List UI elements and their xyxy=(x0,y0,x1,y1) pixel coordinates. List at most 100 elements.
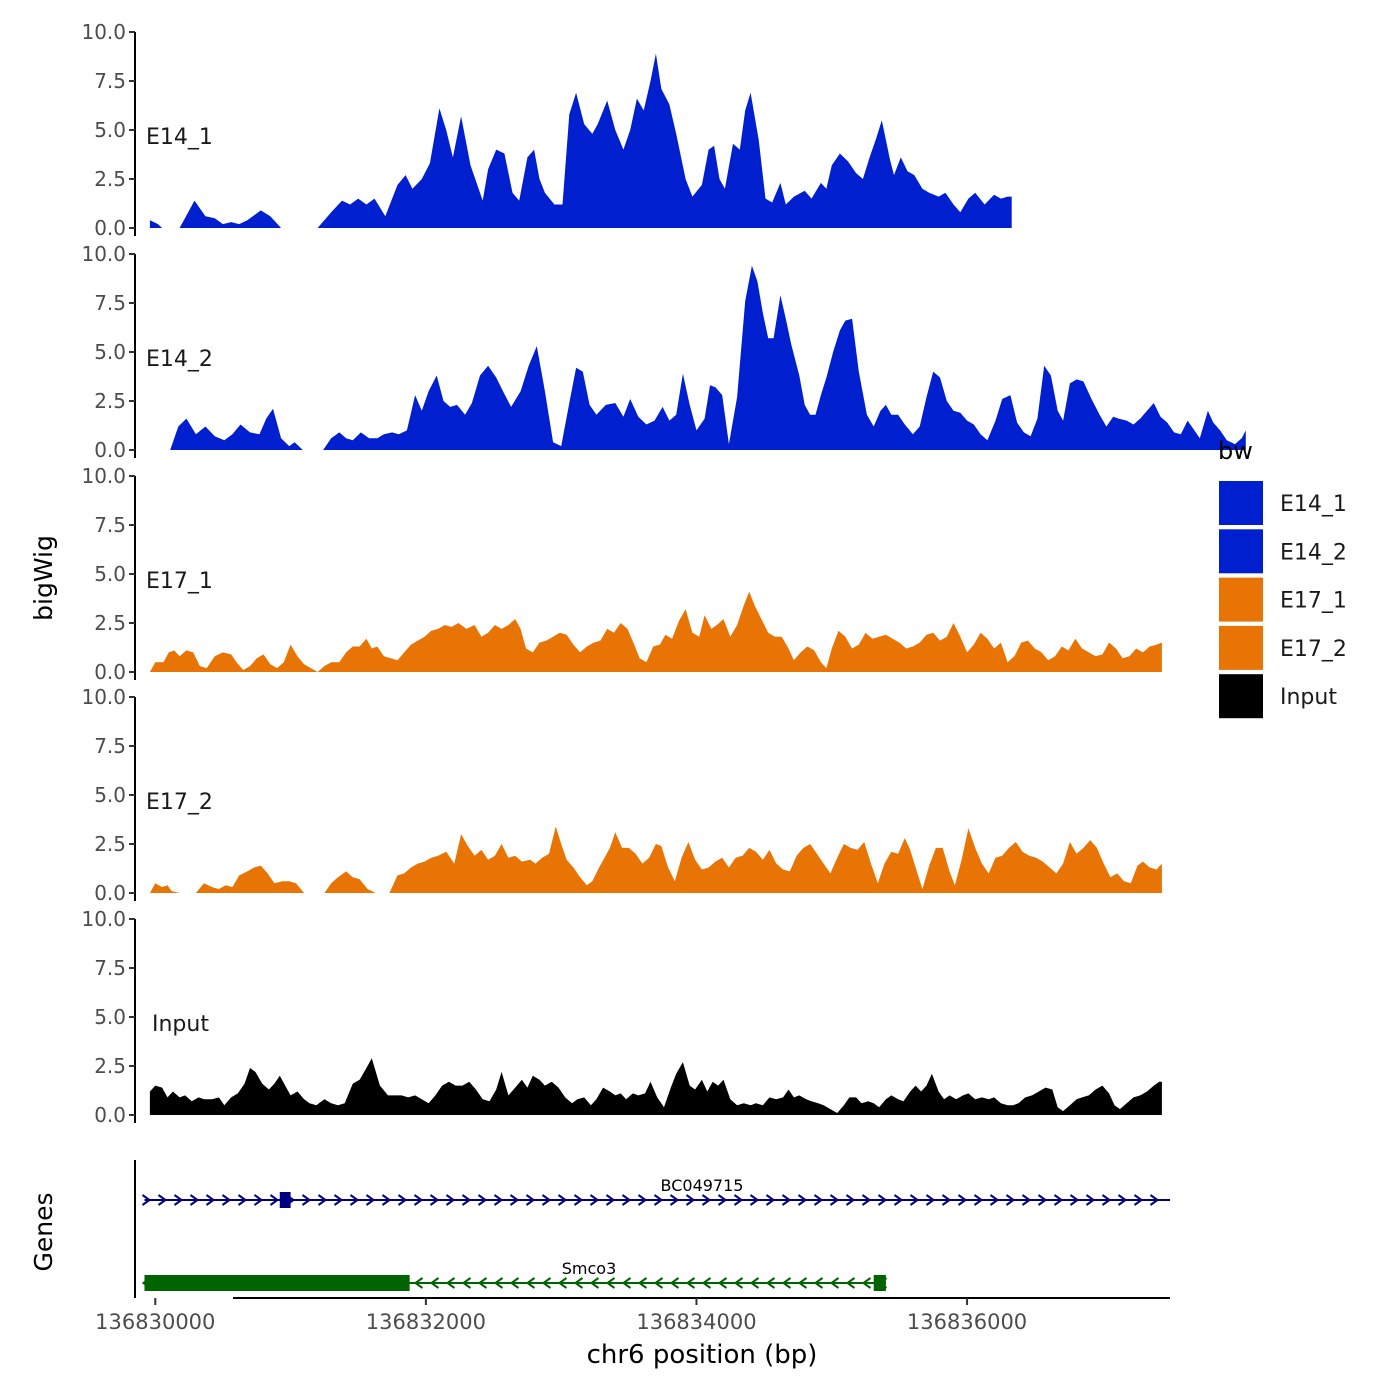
y-tick-label: 10.0 xyxy=(81,685,126,709)
y-tick-label: 5.0 xyxy=(94,340,126,364)
y-tick-label: 5.0 xyxy=(94,118,126,142)
y-tick-label: 5.0 xyxy=(94,562,126,586)
strand-chevron xyxy=(637,1194,648,1206)
y-tick-label: 7.5 xyxy=(94,69,126,93)
x-tick-label: 136836000 xyxy=(907,1310,1027,1334)
track-label: E17_2 xyxy=(146,790,213,815)
strand-chevron xyxy=(413,1194,424,1206)
legend-label: E17_1 xyxy=(1280,589,1347,614)
gene-exon xyxy=(873,1275,886,1291)
gene-label: Smco3 xyxy=(562,1259,617,1278)
track-e17-1: 0.0 2.5 5.0 7.5 10.0 E17_1 xyxy=(81,464,1162,684)
strand-chevron xyxy=(333,1194,344,1206)
strand-chevron xyxy=(269,1194,280,1206)
strand-chevron xyxy=(1117,1194,1128,1206)
strand-chevron xyxy=(541,1277,552,1289)
strand-chevron xyxy=(525,1277,536,1289)
signal-area-Input xyxy=(149,1058,1162,1115)
x-tick-label: 136834000 xyxy=(636,1310,756,1334)
strand-chevron xyxy=(621,1277,632,1289)
strand-chevron xyxy=(493,1277,504,1289)
strand-chevron xyxy=(157,1194,168,1206)
strand-chevron xyxy=(669,1194,680,1206)
strand-chevron xyxy=(1037,1194,1048,1206)
strand-chevron xyxy=(413,1277,424,1289)
genes-panel: BC049715 Smco3 xyxy=(134,1160,1170,1298)
y-tick-label: 2.5 xyxy=(94,167,126,191)
track-e14-2: 0.0 2.5 5.0 7.5 10.0 E14_2 xyxy=(81,242,1246,462)
strand-chevron xyxy=(861,1277,872,1289)
x-axis-title: chr6 position (bp) xyxy=(587,1340,818,1370)
strand-chevron xyxy=(829,1277,840,1289)
strand-chevron xyxy=(701,1194,712,1206)
y-tick-label: 0.0 xyxy=(94,438,126,462)
strand-chevron xyxy=(461,1194,472,1206)
gene-bc049715: BC049715 xyxy=(141,1176,1170,1208)
strand-chevron xyxy=(573,1277,584,1289)
gene-exon xyxy=(279,1192,291,1208)
strand-chevron xyxy=(525,1194,536,1206)
strand-chevron xyxy=(733,1277,744,1289)
y-tick-label: 0.0 xyxy=(94,216,126,240)
strand-chevron xyxy=(861,1194,872,1206)
legend-label: Input xyxy=(1280,685,1337,710)
strand-chevron xyxy=(1085,1194,1096,1206)
track-e14-1: 0.0 2.5 5.0 7.5 10.0 E14_1 xyxy=(81,20,1012,240)
strand-chevron xyxy=(733,1194,744,1206)
strand-chevron xyxy=(781,1277,792,1289)
strand-chevron xyxy=(845,1194,856,1206)
legend-swatch-e14_1 xyxy=(1219,481,1263,525)
strand-chevron xyxy=(845,1277,856,1289)
strand-chevron xyxy=(877,1194,888,1206)
track-label: E14_2 xyxy=(146,347,213,372)
legend-swatch-e17_2 xyxy=(1219,625,1263,670)
x-tick-label: 136832000 xyxy=(366,1310,486,1334)
legend-swatch-e17_1 xyxy=(1219,577,1263,622)
y-tick-label: 10.0 xyxy=(81,464,126,488)
y-tick-label: 10.0 xyxy=(81,20,126,44)
y-tick-label: 2.5 xyxy=(94,389,126,413)
gene-label: BC049715 xyxy=(661,1176,744,1195)
y-tick-label: 7.5 xyxy=(94,513,126,537)
strand-chevron xyxy=(717,1277,728,1289)
signal-area-E14_1 xyxy=(149,53,1012,228)
strand-chevron xyxy=(237,1194,248,1206)
strand-chevron xyxy=(685,1194,696,1206)
legend-label: E14_2 xyxy=(1280,540,1347,565)
strand-chevron xyxy=(1005,1194,1016,1206)
strand-chevron xyxy=(813,1277,824,1289)
x-tick-label: 136830000 xyxy=(95,1310,215,1334)
strand-chevron xyxy=(557,1277,568,1289)
y-tick-label: 10.0 xyxy=(81,907,126,931)
strand-chevron xyxy=(637,1277,648,1289)
strand-chevron xyxy=(349,1194,360,1206)
track-label: Input xyxy=(152,1012,209,1037)
strand-chevron xyxy=(461,1277,472,1289)
strand-chevron xyxy=(205,1194,216,1206)
strand-chevron xyxy=(429,1194,440,1206)
strand-chevron xyxy=(557,1194,568,1206)
strand-chevron xyxy=(141,1194,152,1206)
genes-axis-title: Genes xyxy=(29,1192,58,1271)
strand-chevron xyxy=(1133,1194,1144,1206)
strand-chevron xyxy=(189,1194,200,1206)
strand-chevron xyxy=(477,1277,488,1289)
legend: bw E14_1 E14_2 E17_1 E17_2 Input xyxy=(1218,437,1347,719)
strand-chevron xyxy=(445,1194,456,1206)
gene-smco3: Smco3 xyxy=(141,1259,888,1291)
strand-chevron xyxy=(221,1194,232,1206)
strand-chevron xyxy=(797,1194,808,1206)
strand-chevron xyxy=(653,1194,664,1206)
strand-chevron xyxy=(941,1194,952,1206)
strand-chevron xyxy=(605,1194,616,1206)
y-tick-label: 10.0 xyxy=(81,242,126,266)
legend-label: E17_2 xyxy=(1280,637,1347,662)
strand-chevron xyxy=(1021,1194,1032,1206)
y-tick-label: 5.0 xyxy=(94,1005,126,1029)
strand-chevron xyxy=(397,1194,408,1206)
strand-chevron xyxy=(477,1194,488,1206)
strand-chevron xyxy=(813,1194,824,1206)
strand-chevron xyxy=(541,1194,552,1206)
strand-chevron xyxy=(1053,1194,1064,1206)
strand-chevron xyxy=(381,1194,392,1206)
